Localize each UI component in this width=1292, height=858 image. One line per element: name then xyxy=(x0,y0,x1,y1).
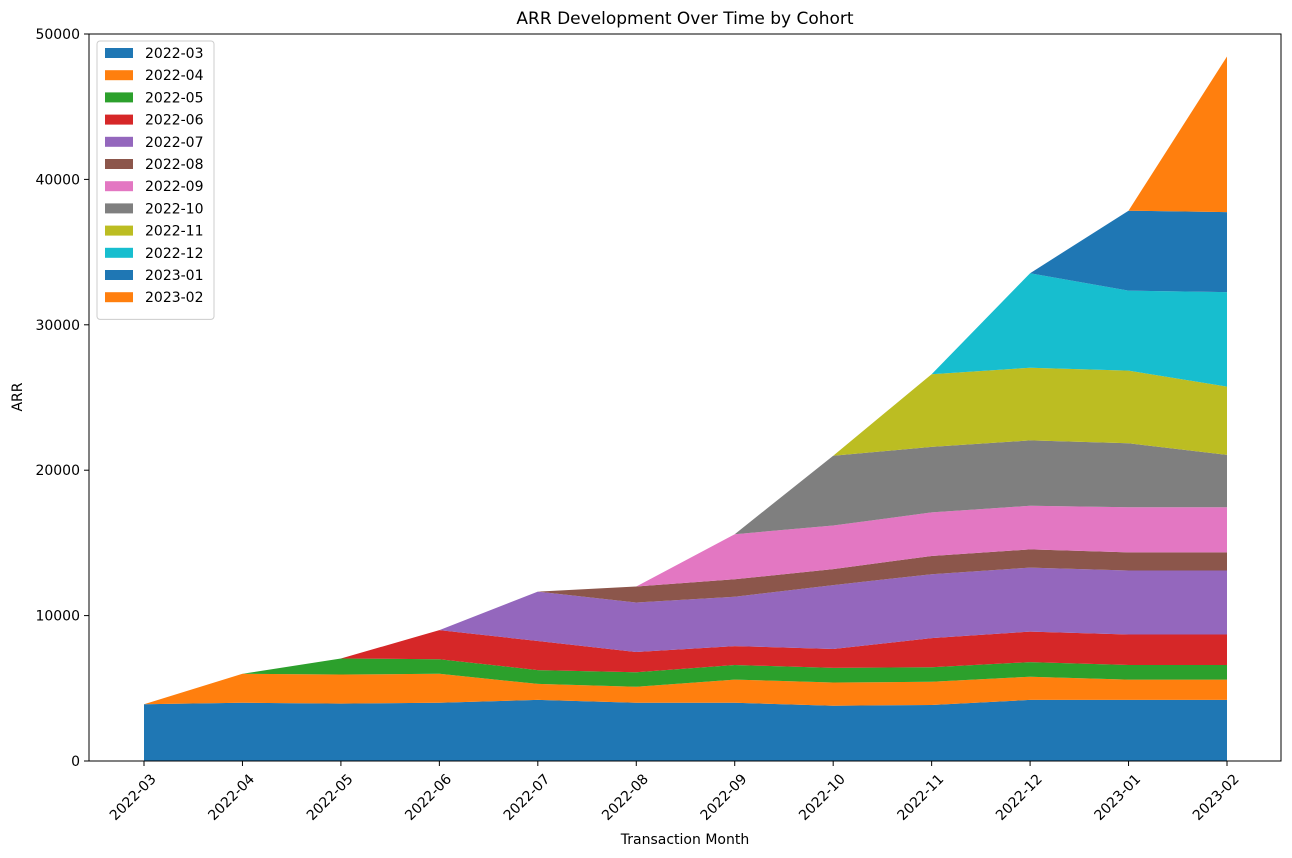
area-series-6 xyxy=(144,505,1227,705)
legend: 2022-03 2022-04 2022-05 2022-06 2022-07 2022-… xyxy=(96,40,215,320)
legend-swatch xyxy=(105,159,133,169)
legend-swatch xyxy=(105,136,133,147)
y-tick-label: 30000 xyxy=(35,318,80,334)
legend-swatch xyxy=(105,225,133,236)
area-series-9 xyxy=(144,273,1227,705)
legend-label: 2022-03 xyxy=(145,46,204,62)
legend-label: 2022-07 xyxy=(145,135,204,151)
legend-label: 2022-09 xyxy=(145,179,204,195)
y-tick-label: 10000 xyxy=(35,609,80,625)
area-series-7 xyxy=(144,440,1227,705)
y-axis-label: ARR xyxy=(10,382,26,411)
y-axis: 0 10000 20000 30000 40000 50000 xyxy=(35,27,89,770)
area-series-8 xyxy=(144,367,1227,705)
legend-label: 2023-01 xyxy=(145,268,204,284)
plot-frame xyxy=(88,33,1282,762)
legend-swatch xyxy=(105,181,133,192)
legend-label: 2022-08 xyxy=(145,157,204,173)
area-series-10 xyxy=(144,210,1227,705)
legend-label: 2022-04 xyxy=(145,68,204,84)
area-series-0 xyxy=(144,699,1227,761)
legend-label: 2022-12 xyxy=(145,246,204,262)
legend-label: 2022-05 xyxy=(145,90,204,106)
area-series-4 xyxy=(144,567,1227,705)
legend-swatch xyxy=(105,247,133,258)
area-series-1 xyxy=(144,673,1227,706)
legend-label: 2022-10 xyxy=(145,201,204,217)
legend-label: 2022-06 xyxy=(145,113,204,129)
legend-swatch xyxy=(105,70,133,81)
stacked-areas xyxy=(144,56,1227,761)
y-tick-label: 40000 xyxy=(35,172,80,188)
y-tick-label: 50000 xyxy=(35,27,80,43)
legend-swatch xyxy=(105,114,133,125)
legend-swatch xyxy=(105,292,133,303)
y-tick-label: 20000 xyxy=(35,463,80,479)
chart-title: ARR Development Over Time by Cohort xyxy=(516,9,853,29)
legend-label: 2023-02 xyxy=(145,290,204,306)
area-series-2 xyxy=(144,658,1227,705)
legend-swatch xyxy=(105,92,133,103)
legend-swatch xyxy=(105,48,133,58)
x-axis-label: Transaction Month xyxy=(620,832,749,848)
area-series-5 xyxy=(144,549,1227,705)
legend-swatch xyxy=(105,203,133,214)
legend-swatch xyxy=(105,270,133,280)
y-tick-label: 0 xyxy=(71,754,80,770)
area-series-3 xyxy=(144,630,1227,705)
legend-label: 2022-11 xyxy=(145,224,204,240)
